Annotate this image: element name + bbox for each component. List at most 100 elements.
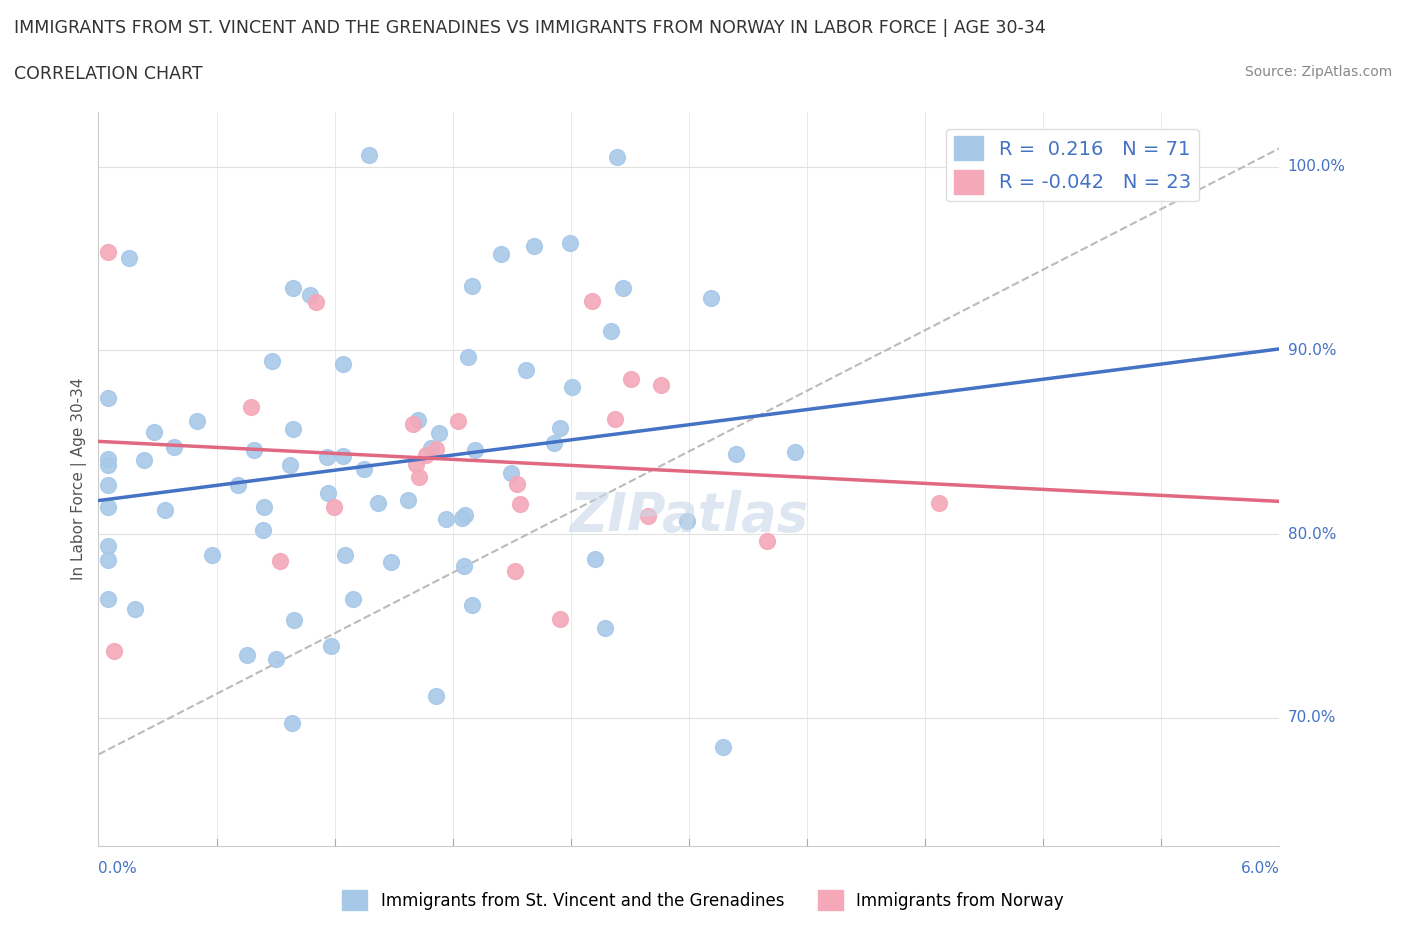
Point: [315, 449, 337, 464]
Legend: R =  0.216   N = 71, R = -0.042   N = 23: R = 0.216 N = 71, R = -0.042 N = 23: [946, 128, 1199, 202]
Point: [97, 591, 120, 606]
Point: [461, 598, 484, 613]
Point: [186, 414, 208, 429]
Point: [489, 246, 512, 261]
Text: 80.0%: 80.0%: [1288, 526, 1336, 541]
Point: [501, 466, 523, 481]
Point: [415, 448, 437, 463]
Point: [406, 413, 429, 428]
Point: [396, 492, 419, 507]
Point: [700, 291, 723, 306]
Point: [558, 236, 581, 251]
Point: [380, 554, 402, 569]
Point: [357, 147, 380, 162]
Legend: Immigrants from St. Vincent and the Grenadines, Immigrants from Norway: Immigrants from St. Vincent and the Gren…: [336, 884, 1070, 917]
Point: [283, 613, 305, 628]
Point: [425, 442, 447, 457]
Point: [637, 509, 659, 524]
Point: [252, 523, 274, 538]
Point: [515, 363, 537, 378]
Point: [523, 239, 546, 254]
Point: [453, 558, 475, 573]
Point: [281, 716, 304, 731]
Point: [342, 591, 364, 606]
Point: [550, 611, 572, 626]
Point: [226, 477, 249, 492]
Point: [620, 371, 643, 386]
Point: [419, 441, 441, 456]
Point: [503, 564, 526, 578]
Point: [783, 445, 806, 459]
Point: [612, 280, 634, 295]
Text: IMMIGRANTS FROM ST. VINCENT AND THE GRENADINES VS IMMIGRANTS FROM NORWAY IN LABO: IMMIGRANTS FROM ST. VINCENT AND THE GREN…: [14, 19, 1046, 36]
Point: [332, 448, 354, 463]
Point: [283, 421, 305, 436]
Point: [103, 644, 125, 658]
Point: [402, 417, 425, 432]
Point: [201, 548, 224, 563]
Text: 6.0%: 6.0%: [1240, 861, 1279, 876]
Point: [543, 436, 565, 451]
Point: [97, 539, 120, 554]
Point: [278, 458, 301, 472]
Point: [97, 391, 120, 405]
Point: [593, 620, 616, 635]
Point: [236, 648, 259, 663]
Point: [305, 295, 328, 310]
Point: [318, 485, 340, 500]
Point: [676, 513, 699, 528]
Point: [97, 458, 120, 472]
Point: [724, 446, 747, 461]
Text: 100.0%: 100.0%: [1288, 159, 1346, 174]
Point: [269, 553, 291, 568]
Point: [134, 452, 156, 467]
Text: ZIPatlas: ZIPatlas: [569, 490, 808, 541]
Point: [548, 420, 571, 435]
Text: 90.0%: 90.0%: [1288, 343, 1336, 358]
Text: Source: ZipAtlas.com: Source: ZipAtlas.com: [1244, 65, 1392, 79]
Point: [457, 349, 479, 364]
Point: [606, 150, 628, 165]
Y-axis label: In Labor Force | Age 30-34: In Labor Force | Age 30-34: [72, 378, 87, 580]
Point: [505, 476, 527, 491]
Point: [118, 250, 141, 265]
Point: [97, 478, 120, 493]
Point: [561, 379, 583, 394]
Text: CORRELATION CHART: CORRELATION CHART: [14, 65, 202, 83]
Point: [600, 323, 623, 338]
Point: [153, 503, 176, 518]
Point: [260, 353, 283, 368]
Point: [97, 452, 120, 467]
Point: [124, 602, 146, 617]
Point: [461, 279, 484, 294]
Point: [97, 499, 120, 514]
Point: [755, 533, 778, 548]
Point: [454, 507, 477, 522]
Point: [97, 245, 120, 259]
Point: [281, 281, 304, 296]
Point: [253, 499, 276, 514]
Point: [603, 411, 626, 426]
Point: [450, 511, 472, 525]
Point: [464, 442, 486, 457]
Point: [367, 496, 389, 511]
Point: [333, 548, 356, 563]
Point: [581, 294, 603, 309]
Point: [427, 425, 450, 440]
Point: [425, 688, 447, 703]
Point: [928, 496, 950, 511]
Point: [332, 356, 354, 371]
Point: [509, 497, 531, 512]
Point: [408, 470, 430, 485]
Point: [713, 739, 735, 754]
Point: [97, 552, 120, 567]
Point: [353, 461, 375, 476]
Point: [319, 639, 342, 654]
Text: 70.0%: 70.0%: [1288, 711, 1336, 725]
Point: [239, 399, 262, 414]
Point: [405, 457, 427, 472]
Point: [650, 378, 672, 392]
Point: [163, 440, 186, 455]
Point: [243, 443, 266, 458]
Text: 0.0%: 0.0%: [98, 861, 138, 876]
